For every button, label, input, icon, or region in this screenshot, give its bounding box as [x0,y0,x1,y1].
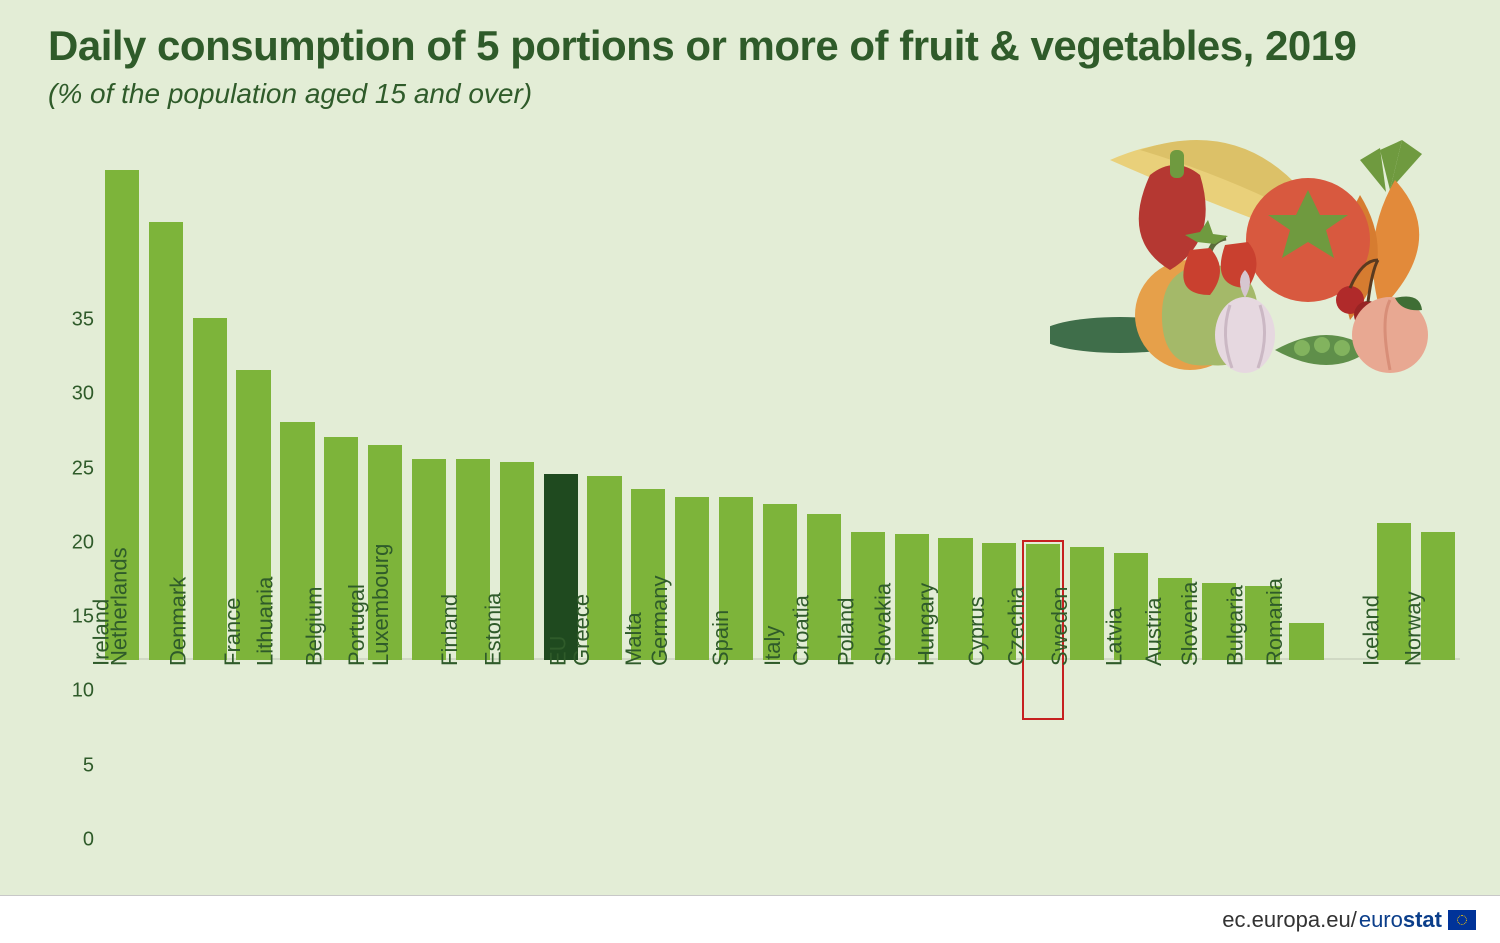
x-label: Iceland [1359,595,1385,666]
footer-brand: eurostat [1359,907,1442,933]
x-label: Belgium [302,587,328,666]
x-label: Lithuania [253,577,279,666]
bar [1289,623,1323,660]
chart-title: Daily consumption of 5 portions or more … [48,22,1356,70]
y-tick: 35 [36,309,94,332]
fruit-veg-icon [1050,120,1450,380]
chart-subtitle: (% of the population aged 15 and over) [48,78,532,110]
x-axis-labels: IrelandNetherlandsDenmarkFranceLithuania… [100,660,1460,860]
fruit-vegetable-illustration [1050,120,1450,380]
x-label: Italy [760,626,786,666]
bar-romania [1289,623,1323,660]
brand-light: euro [1359,907,1403,932]
x-label: Germany [647,576,673,666]
x-label: Portugal [344,584,370,666]
x-label: Netherlands [106,547,132,666]
y-tick: 15 [36,606,94,629]
x-label: Hungary [914,583,940,666]
x-label: Malta [621,612,647,666]
x-label: Finland [437,594,463,666]
x-label: Poland [833,597,859,666]
x-label: EU [545,635,571,666]
y-tick: 10 [36,680,94,703]
x-label: Czechia [1003,587,1029,666]
x-label: Greece [568,594,594,666]
page: Daily consumption of 5 portions or more … [0,0,1500,943]
x-label: Cyprus [964,596,990,666]
eu-flag-icon [1448,910,1476,930]
x-label: Slovenia [1176,582,1202,666]
x-label: Estonia [480,593,506,666]
y-tick: 25 [36,457,94,480]
x-label: Luxembourg [368,544,394,666]
brand-bold: stat [1403,907,1442,932]
bar-germany [675,497,709,660]
bar-sweden [1070,547,1104,660]
y-tick: 30 [36,383,94,406]
x-label: France [219,598,245,666]
x-label: Slovakia [870,583,896,666]
x-label: Bulgaria [1222,585,1248,666]
x-label: Norway [1401,591,1427,666]
x-label: Sweden [1047,586,1073,666]
x-label: Romania [1262,578,1288,666]
y-tick: 20 [36,531,94,554]
footer: ec.europa.eu/ eurostat [0,895,1500,943]
x-label: Austria [1141,598,1167,666]
y-tick: 5 [36,754,94,777]
bar [675,497,709,660]
x-label: Denmark [165,577,191,666]
y-tick: 0 [36,829,94,852]
footer-url: ec.europa.eu/ [1222,907,1357,933]
x-label: Spain [708,610,734,666]
x-label: Latvia [1102,607,1128,666]
x-label: Croatia [788,595,814,666]
bar [1070,547,1104,660]
